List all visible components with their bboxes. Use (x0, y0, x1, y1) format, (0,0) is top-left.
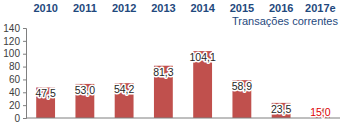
tick-label: 100 (3, 48, 20, 59)
tick: 2015 (230, 2, 254, 14)
category-label: 2012 (112, 2, 136, 14)
data-label: 53,0 (75, 84, 96, 96)
bar (36, 87, 55, 118)
tick: 100 (3, 48, 26, 59)
tick: 2011 (73, 2, 97, 14)
tick: 80 (9, 61, 26, 72)
tick: 120 (3, 36, 26, 47)
tick-mark (23, 118, 26, 119)
tick-mark (23, 79, 26, 80)
category-label: 2011 (73, 2, 97, 14)
data-label: 81,3 (153, 66, 174, 78)
tick: 2017e (305, 2, 336, 14)
tick-mark (23, 105, 26, 106)
x-axis: 2010 2011 2012 2013 2014 2015 2016 2017e (33, 2, 335, 14)
tick-label: 40 (9, 87, 21, 98)
bar (115, 83, 134, 118)
tick: 2012 (112, 2, 136, 14)
data-label: 23,5 (271, 103, 292, 115)
tick-label: 20 (9, 100, 21, 111)
tick: 140 (3, 23, 26, 34)
plot: 0 20 40 60 80 100120 140 47,5 53,0 54,2 81,3 104,1 5… (3, 23, 340, 124)
data-label: 54,2 (114, 83, 135, 95)
data-labels: 47,5 53,0 54,2 81,3 104,1 58,9 23,5 15,0 (35, 51, 330, 118)
y-axis-line (23, 29, 27, 119)
data-label: 47,5 (35, 87, 56, 99)
y-axis: 0 20 40 60 80 100120 140 (3, 23, 26, 124)
data-label: 58,9 (232, 80, 253, 92)
category-label: 2014 (190, 2, 215, 14)
tick: 60 (9, 74, 26, 85)
title: Transações correntes (232, 15, 338, 27)
tick: 0 (14, 113, 26, 124)
tick: 2016 (269, 2, 293, 14)
tick: 2010 (33, 2, 57, 14)
bars (36, 51, 330, 118)
tick-label: 80 (9, 61, 21, 72)
category-label: 2015 (230, 2, 254, 14)
tick-label: 120 (3, 36, 20, 47)
category-label: 2010 (33, 2, 57, 14)
tick: 2014 (190, 2, 215, 14)
bar (75, 84, 94, 118)
category-label: 2016 (269, 2, 293, 14)
x-axis-line (26, 118, 340, 119)
tick: 20 (9, 100, 26, 111)
chart: 0 20 40 60 80 100120 140 47,5 53,0 54,2 81,3 104,1 5… (0, 0, 346, 126)
data-label: 104,1 (189, 51, 215, 63)
tick: 40 (9, 87, 26, 98)
tick-mark (23, 28, 26, 29)
tick-label: 140 (3, 23, 20, 34)
bar (154, 66, 173, 118)
tick-mark (23, 41, 26, 42)
bar (272, 103, 291, 118)
tick: 2013 (151, 2, 175, 14)
tick-mark (23, 92, 26, 93)
category-label: 2017e (305, 2, 336, 14)
tick-mark (23, 54, 26, 55)
data-label: 15,0 (310, 106, 331, 118)
tick-mark (23, 67, 26, 68)
tick-label: 0 (14, 113, 20, 124)
tick-label: 60 (9, 74, 21, 85)
bar (232, 80, 251, 118)
category-label: 2013 (151, 2, 175, 14)
